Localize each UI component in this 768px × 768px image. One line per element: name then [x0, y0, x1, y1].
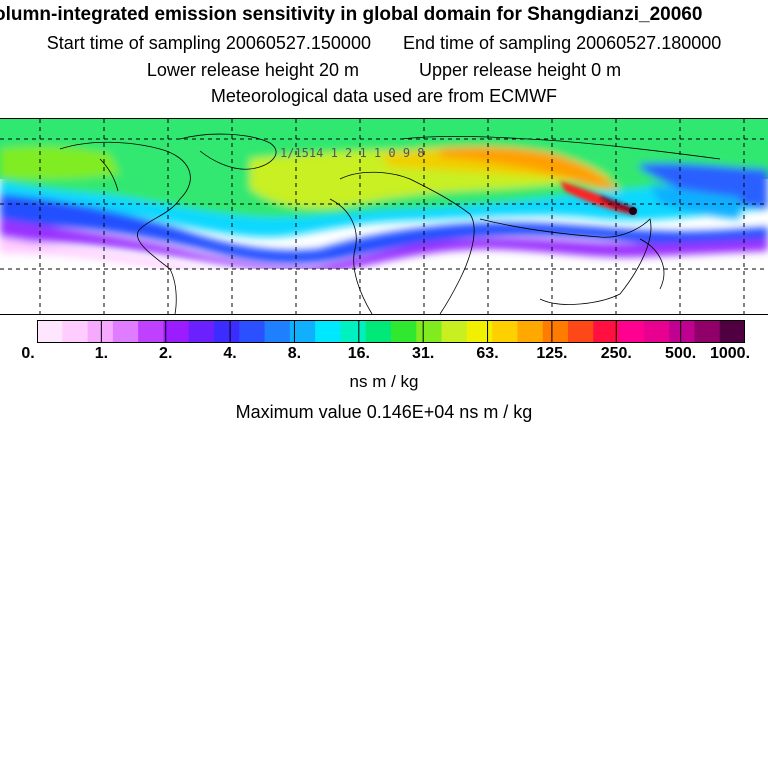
- colorbar-cell: [315, 320, 342, 343]
- upper-height-label: Upper release height: [419, 60, 587, 80]
- colorbar-cell: [62, 320, 89, 343]
- start-time-value: 20060527.150000: [225, 33, 371, 53]
- receptor-site-marker: [629, 207, 637, 215]
- maximum-number: 0.146E+04 ns m / kg: [366, 402, 533, 422]
- colorbar-cell: [441, 320, 468, 343]
- met-data-note: Meteorological data used are from ECMWF: [210, 86, 558, 106]
- maximum-value: Maximum value 0.146E+04 ns m / kg: [0, 402, 768, 423]
- end-time-label: End time of sampling: [403, 33, 572, 53]
- colorbar-tick-label: 31.: [412, 345, 435, 362]
- colorbar-cell: [466, 320, 493, 343]
- colorbar-cell: [37, 320, 63, 343]
- colorbar-ticks: 0. 1. 2. 4. 8. 16. 31. 63. 125. 250. 500. 1000.: [0, 345, 768, 367]
- colorbar-cell: [391, 320, 417, 343]
- colorbar-tick-label: 0.: [21, 345, 35, 362]
- colorbar-cell: [138, 320, 165, 343]
- colorbar-tick-label: 500.: [665, 345, 697, 362]
- release-heights: Lower release height 20 m Upper release …: [0, 60, 768, 81]
- upper-height-value: 0 m: [591, 60, 622, 80]
- colorbar-tick-label: 4.: [223, 345, 237, 362]
- map-title: olumn-integrated emission sensitivity in…: [0, 4, 703, 25]
- colorbar-tick-label: 63.: [476, 345, 499, 362]
- colorbar-cell: [669, 320, 696, 343]
- colorbar-cell: [365, 320, 392, 343]
- colorbar-tick-label: 1.: [94, 345, 109, 362]
- colorbar-cell: [542, 320, 569, 343]
- colorbar-cell: [517, 320, 544, 343]
- colorbar-cell: [643, 320, 670, 343]
- colorbar-cell: [340, 320, 367, 343]
- trajectory-labels: 1/1514 1 2 1 1 0 9 8: [280, 146, 425, 160]
- map-svg: 1/1514 1 2 1 1 0 9 8: [0, 119, 768, 314]
- colorbar-tick-label: 16.: [347, 345, 370, 362]
- sensitivity-map: 1/1514 1 2 1 1 0 9 8: [0, 118, 768, 315]
- end-time-value: 20060527.180000: [576, 33, 722, 53]
- colorbar-cell: [593, 320, 620, 343]
- colorbar-cell: [188, 320, 215, 343]
- colorbar: [37, 320, 745, 343]
- colorbar-tick-label: 2.: [159, 345, 173, 362]
- colorbar-tick-label: 125.: [536, 345, 568, 362]
- colorbar-cell: [112, 320, 139, 343]
- lower-height-value: 20 m: [318, 60, 359, 80]
- colorbar-cell: [87, 320, 114, 343]
- colorbar-cell: [492, 320, 519, 343]
- sampling-times: Start time of sampling 20060527.150000 E…: [0, 33, 768, 54]
- colorbar-tick-label: 250.: [600, 345, 632, 362]
- colorbar-cell: [264, 320, 291, 343]
- colorbar-tick-label: 8.: [287, 345, 302, 362]
- colorbar-cell: [694, 320, 721, 343]
- colorbar-units: ns m / kg: [349, 372, 419, 391]
- colorbar-cell: [214, 320, 240, 343]
- start-time-label: Start time of sampling: [46, 33, 221, 53]
- graticule: [0, 119, 768, 314]
- colorbar-cell: [568, 320, 594, 343]
- colorbar-tick-label: 1000.: [709, 345, 751, 362]
- colorbar-cell: [163, 320, 190, 343]
- colorbar-cell: [239, 320, 266, 343]
- colorbar-cell: [719, 320, 745, 343]
- colorbar-cell: [416, 320, 443, 343]
- colorbar-cell: [289, 320, 316, 343]
- colorbar-cell: [618, 320, 645, 343]
- lower-height-label: Lower release height: [146, 60, 314, 80]
- maximum-label: Maximum value: [235, 402, 362, 422]
